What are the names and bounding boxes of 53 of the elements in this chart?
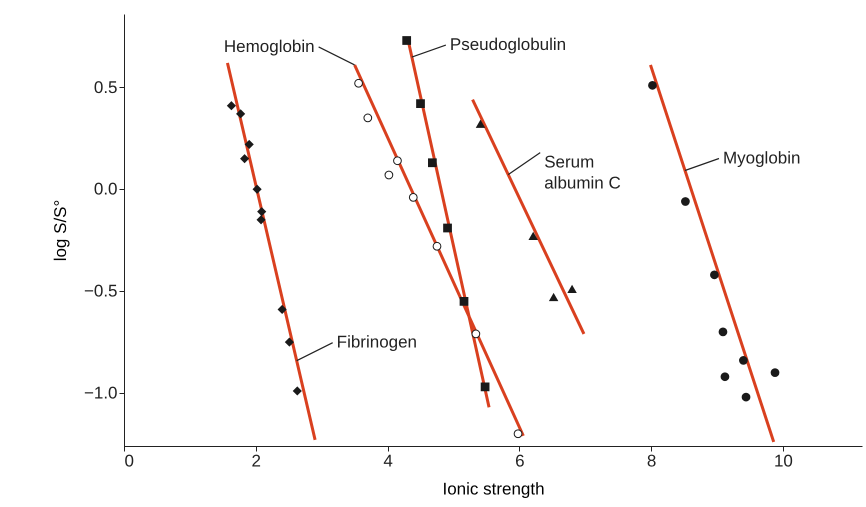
point (528, 232, 538, 240)
point (236, 109, 246, 118)
point (252, 184, 262, 194)
point (278, 305, 287, 314)
point (514, 429, 522, 438)
point (739, 356, 748, 365)
point (710, 270, 719, 280)
x-tick-label: 0 (124, 452, 134, 470)
point (244, 140, 254, 149)
point (718, 328, 728, 336)
y-axis-title: log S/S° (50, 200, 70, 262)
point (285, 338, 294, 346)
point (292, 386, 302, 396)
point (428, 158, 437, 168)
point (384, 170, 394, 180)
point (476, 120, 485, 128)
point (227, 101, 236, 110)
point (354, 78, 363, 88)
y-tick-label: 0.0 (94, 180, 118, 199)
y-tick-label: −1.0 (84, 384, 118, 403)
text: Hemoglobin (224, 36, 315, 56)
point (460, 296, 468, 306)
point (770, 368, 780, 378)
text: Pseudoglobulin (450, 35, 566, 54)
x-tick-label: 2 (252, 452, 262, 470)
point (393, 156, 402, 166)
point (681, 197, 690, 206)
point (408, 193, 418, 202)
text: Fibrinogen (336, 332, 418, 352)
point (471, 330, 480, 338)
point (648, 80, 657, 90)
point (416, 99, 425, 108)
point (257, 207, 266, 216)
point (443, 224, 452, 232)
y-tick-label: −0.5 (84, 282, 118, 301)
x-tick-label: 6 (515, 452, 525, 470)
x-axis-title: Ionic strength (442, 480, 545, 498)
x-tick-label: 8 (646, 452, 656, 470)
point (363, 114, 372, 122)
x-tick-label: 10 (774, 452, 793, 470)
point (240, 154, 249, 164)
text: Myoglobin (722, 148, 800, 168)
point (720, 372, 730, 382)
point (549, 293, 558, 302)
point (742, 392, 750, 402)
point (568, 285, 576, 293)
point (480, 382, 490, 392)
x-tick-label: 4 (383, 452, 393, 470)
y-tick-label: 0.5 (94, 78, 118, 97)
point (432, 242, 442, 251)
point (256, 215, 266, 224)
series-label: Serum albumin C (544, 152, 621, 193)
point (402, 36, 412, 45)
